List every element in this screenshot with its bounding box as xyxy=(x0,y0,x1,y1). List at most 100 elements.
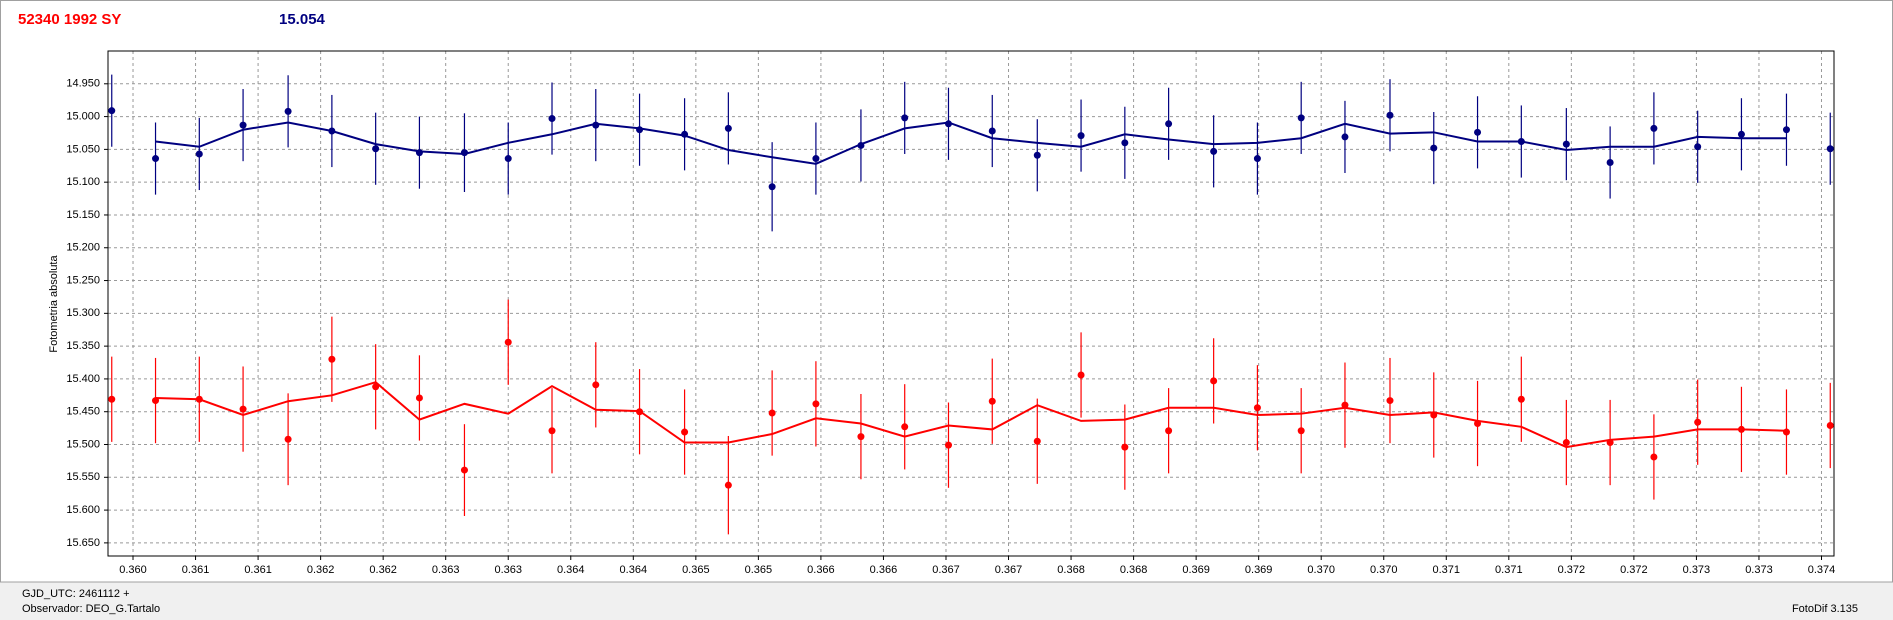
point xyxy=(1562,140,1570,148)
point xyxy=(1253,404,1261,412)
point xyxy=(1297,427,1305,435)
x-tick-label: 0.365 xyxy=(682,564,710,576)
y-tick-label: 15.000 xyxy=(66,110,100,122)
point xyxy=(284,435,292,443)
y-tick-label: 15.150 xyxy=(66,209,100,221)
point xyxy=(1341,133,1349,141)
y-tick-label: 15.350 xyxy=(66,340,100,352)
point xyxy=(1474,420,1482,428)
point xyxy=(548,427,556,435)
y-tick-label: 15.600 xyxy=(66,504,100,516)
x-tick-label: 0.363 xyxy=(494,564,522,576)
point xyxy=(681,130,689,138)
point xyxy=(239,121,247,129)
x-tick-label: 0.372 xyxy=(1558,564,1586,576)
x-tick-label: 0.362 xyxy=(307,564,335,576)
point xyxy=(152,155,160,163)
point xyxy=(1430,411,1438,419)
point xyxy=(1077,371,1085,379)
point xyxy=(901,423,909,431)
point xyxy=(1826,421,1834,429)
point xyxy=(415,394,423,402)
x-tick-label: 0.369 xyxy=(1182,564,1210,576)
point xyxy=(1341,401,1349,409)
point xyxy=(328,127,336,135)
chart-subtitle: 15.054 xyxy=(279,11,326,28)
point xyxy=(988,397,996,405)
y-tick-label: 15.100 xyxy=(66,176,100,188)
point xyxy=(1430,144,1438,152)
y-tick-label: 15.450 xyxy=(66,406,100,418)
point xyxy=(1121,139,1129,147)
x-tick-label: 0.368 xyxy=(1120,564,1148,576)
point xyxy=(460,149,468,157)
point xyxy=(239,405,247,413)
x-tick-label: 0.364 xyxy=(620,564,648,576)
y-tick-label: 15.250 xyxy=(66,274,100,286)
point xyxy=(592,381,600,389)
point xyxy=(152,397,160,405)
point xyxy=(857,141,865,149)
y-tick-label: 15.500 xyxy=(66,438,100,450)
point xyxy=(944,120,952,128)
point xyxy=(636,408,644,416)
y-tick-label: 15.050 xyxy=(66,143,100,155)
x-tick-label: 0.363 xyxy=(432,564,460,576)
y-tick-label: 15.550 xyxy=(66,471,100,483)
point xyxy=(901,114,909,122)
point xyxy=(1297,114,1305,122)
point xyxy=(195,395,203,403)
point xyxy=(284,107,292,115)
x-tick-label: 0.366 xyxy=(807,564,835,576)
point xyxy=(1474,128,1482,136)
x-tick-label: 0.367 xyxy=(995,564,1023,576)
point xyxy=(1650,453,1658,461)
status-bar xyxy=(0,582,1893,620)
y-axis-label: Fotometria absoluta xyxy=(48,255,60,353)
point xyxy=(1517,138,1525,146)
point xyxy=(1517,395,1525,403)
point xyxy=(724,124,732,132)
point xyxy=(1386,397,1394,405)
x-tick-label: 0.372 xyxy=(1620,564,1648,576)
x-tick-label: 0.361 xyxy=(182,564,210,576)
x-tick-label: 0.366 xyxy=(870,564,898,576)
y-tick-label: 15.300 xyxy=(66,307,100,319)
y-tick-label: 14.950 xyxy=(66,78,100,90)
point xyxy=(636,126,644,134)
point xyxy=(372,145,380,153)
point xyxy=(1606,439,1614,447)
x-tick-label: 0.361 xyxy=(244,564,272,576)
point xyxy=(1033,151,1041,159)
point xyxy=(460,466,468,474)
point xyxy=(1386,111,1394,119)
point xyxy=(592,121,600,129)
point xyxy=(504,155,512,163)
y-tick-label: 15.200 xyxy=(66,242,100,254)
footer-software: FotoDif 3.135 xyxy=(1792,603,1858,615)
x-tick-label: 0.371 xyxy=(1495,564,1523,576)
x-tick-label: 0.373 xyxy=(1683,564,1711,576)
x-tick-label: 0.365 xyxy=(745,564,773,576)
x-tick-label: 0.374 xyxy=(1808,564,1836,576)
point xyxy=(548,115,556,123)
point xyxy=(1650,124,1658,132)
point xyxy=(1562,439,1570,447)
x-tick-label: 0.370 xyxy=(1307,564,1335,576)
point xyxy=(1210,147,1218,155)
point xyxy=(1210,377,1218,385)
plot-border xyxy=(107,50,1835,557)
fit-line xyxy=(155,381,1787,449)
point xyxy=(195,150,203,158)
point xyxy=(108,107,116,115)
point xyxy=(812,155,820,163)
chart-title: 52340 1992 SY xyxy=(18,11,121,28)
point xyxy=(328,355,336,363)
point xyxy=(768,409,776,417)
point xyxy=(415,149,423,157)
x-tick-label: 0.370 xyxy=(1370,564,1398,576)
point xyxy=(988,127,996,135)
point xyxy=(1694,143,1702,151)
point xyxy=(1782,428,1790,436)
